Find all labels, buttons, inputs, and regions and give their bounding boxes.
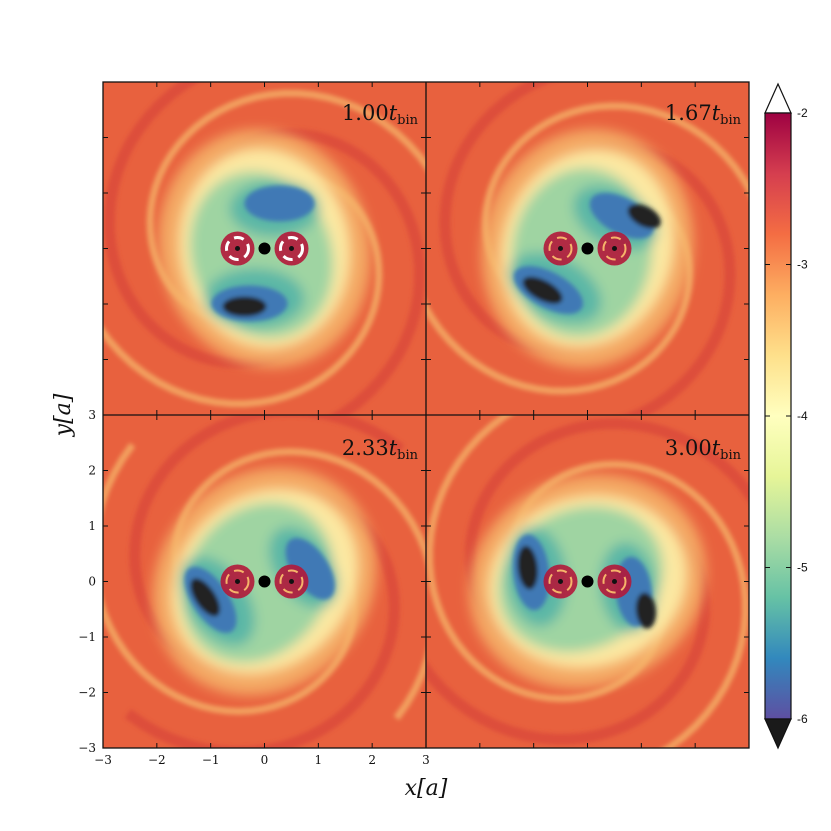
cavity-dark-lower (517, 545, 538, 590)
colorbar-extend-bottom (764, 718, 792, 750)
center-of-mass-dot (581, 242, 594, 255)
minidisk-core (612, 246, 617, 251)
panel-t-1.00 (103, 82, 426, 415)
x-axis-label: x[a] (405, 776, 448, 801)
x-tick-label: 1 (315, 753, 323, 767)
minidisk-core (289, 579, 294, 584)
colorbar-ticks: -2 -3 -4 -5 -6 (765, 106, 808, 726)
panel-label-1: 1.00tbin (342, 101, 419, 128)
panel-t-1.67 (426, 82, 749, 415)
minidisks (543, 231, 632, 266)
y-tick-label: 2 (88, 464, 96, 478)
center-of-mass-dot (258, 575, 271, 588)
x-tick-labels: −3 −2 −1 0 1 2 3 (94, 753, 430, 767)
panel-label-2: 1.67tbin (665, 101, 742, 128)
axis-ticks (102, 81, 750, 749)
minidisk-swirl (548, 569, 573, 594)
minidisk-swirl (279, 236, 304, 261)
y-tick-label: −1 (78, 630, 96, 644)
colorbar-tick-label: -5 (797, 561, 808, 575)
colorbar-tick-label: -6 (797, 712, 808, 726)
x-tick-label: −1 (202, 753, 220, 767)
cavity-dark-upper (635, 592, 656, 629)
cavity-dark-lower (522, 276, 563, 304)
cavity-core (184, 538, 335, 633)
colorbar: -2 -3 -4 -5 -6 (764, 82, 808, 750)
minidisk-core (612, 579, 617, 584)
y-tick-label: 3 (88, 408, 96, 422)
colorbar-tick-label: -3 (797, 258, 808, 272)
minidisks (220, 564, 309, 599)
cavity-blue-upper (285, 538, 335, 600)
colorbar-extend-top (764, 82, 792, 114)
panel-label-3: 2.33tbin (342, 436, 419, 463)
minidisk-core (558, 579, 563, 584)
cavity-core (211, 185, 315, 322)
minidisk-core (235, 246, 240, 251)
cavity-blue-upper (589, 192, 654, 239)
minidisks (220, 231, 309, 266)
cavity-dark-lower (222, 296, 267, 317)
x-tick-label: 2 (368, 753, 376, 767)
minidisk-core (289, 246, 294, 251)
minidisk-swirl (279, 569, 304, 594)
panel-t-3.00 (426, 415, 749, 748)
y-tick-label: −2 (78, 686, 96, 700)
y-tick-label: 1 (88, 519, 96, 533)
colorbar-tick-label: -2 (797, 106, 808, 120)
panel-t-2.33 (103, 415, 426, 748)
cavity-core (513, 192, 661, 314)
center-of-mass-dot (581, 575, 594, 588)
y-tick-label: 0 (88, 575, 96, 589)
cavity-blue-upper (244, 185, 315, 222)
minidisk-swirl (548, 236, 573, 261)
minidisks (543, 564, 632, 599)
y-tick-labels: 3 2 1 0 −1 −2 −3 (78, 408, 96, 755)
panel-label-4: 3.00tbin (665, 436, 742, 463)
y-axis-label: y[a] (51, 393, 76, 437)
center-of-mass-dot (258, 242, 271, 255)
minidisk-core (235, 579, 240, 584)
minidisk-swirl (225, 569, 250, 594)
x-tick-label: 3 (422, 753, 430, 767)
cavity-dark-upper (627, 204, 661, 229)
x-tick-label: 0 (261, 753, 269, 767)
y-tick-label: −3 (78, 741, 96, 755)
minidisk-core (558, 246, 563, 251)
minidisk-swirl (602, 236, 627, 261)
minidisk-swirl (225, 236, 250, 261)
colorbar-tick-label: -4 (797, 409, 808, 423)
minidisk-swirl (602, 569, 627, 594)
cavity-dark-lower (190, 578, 221, 617)
x-tick-label: −2 (148, 753, 166, 767)
x-tick-label: −3 (94, 753, 112, 767)
